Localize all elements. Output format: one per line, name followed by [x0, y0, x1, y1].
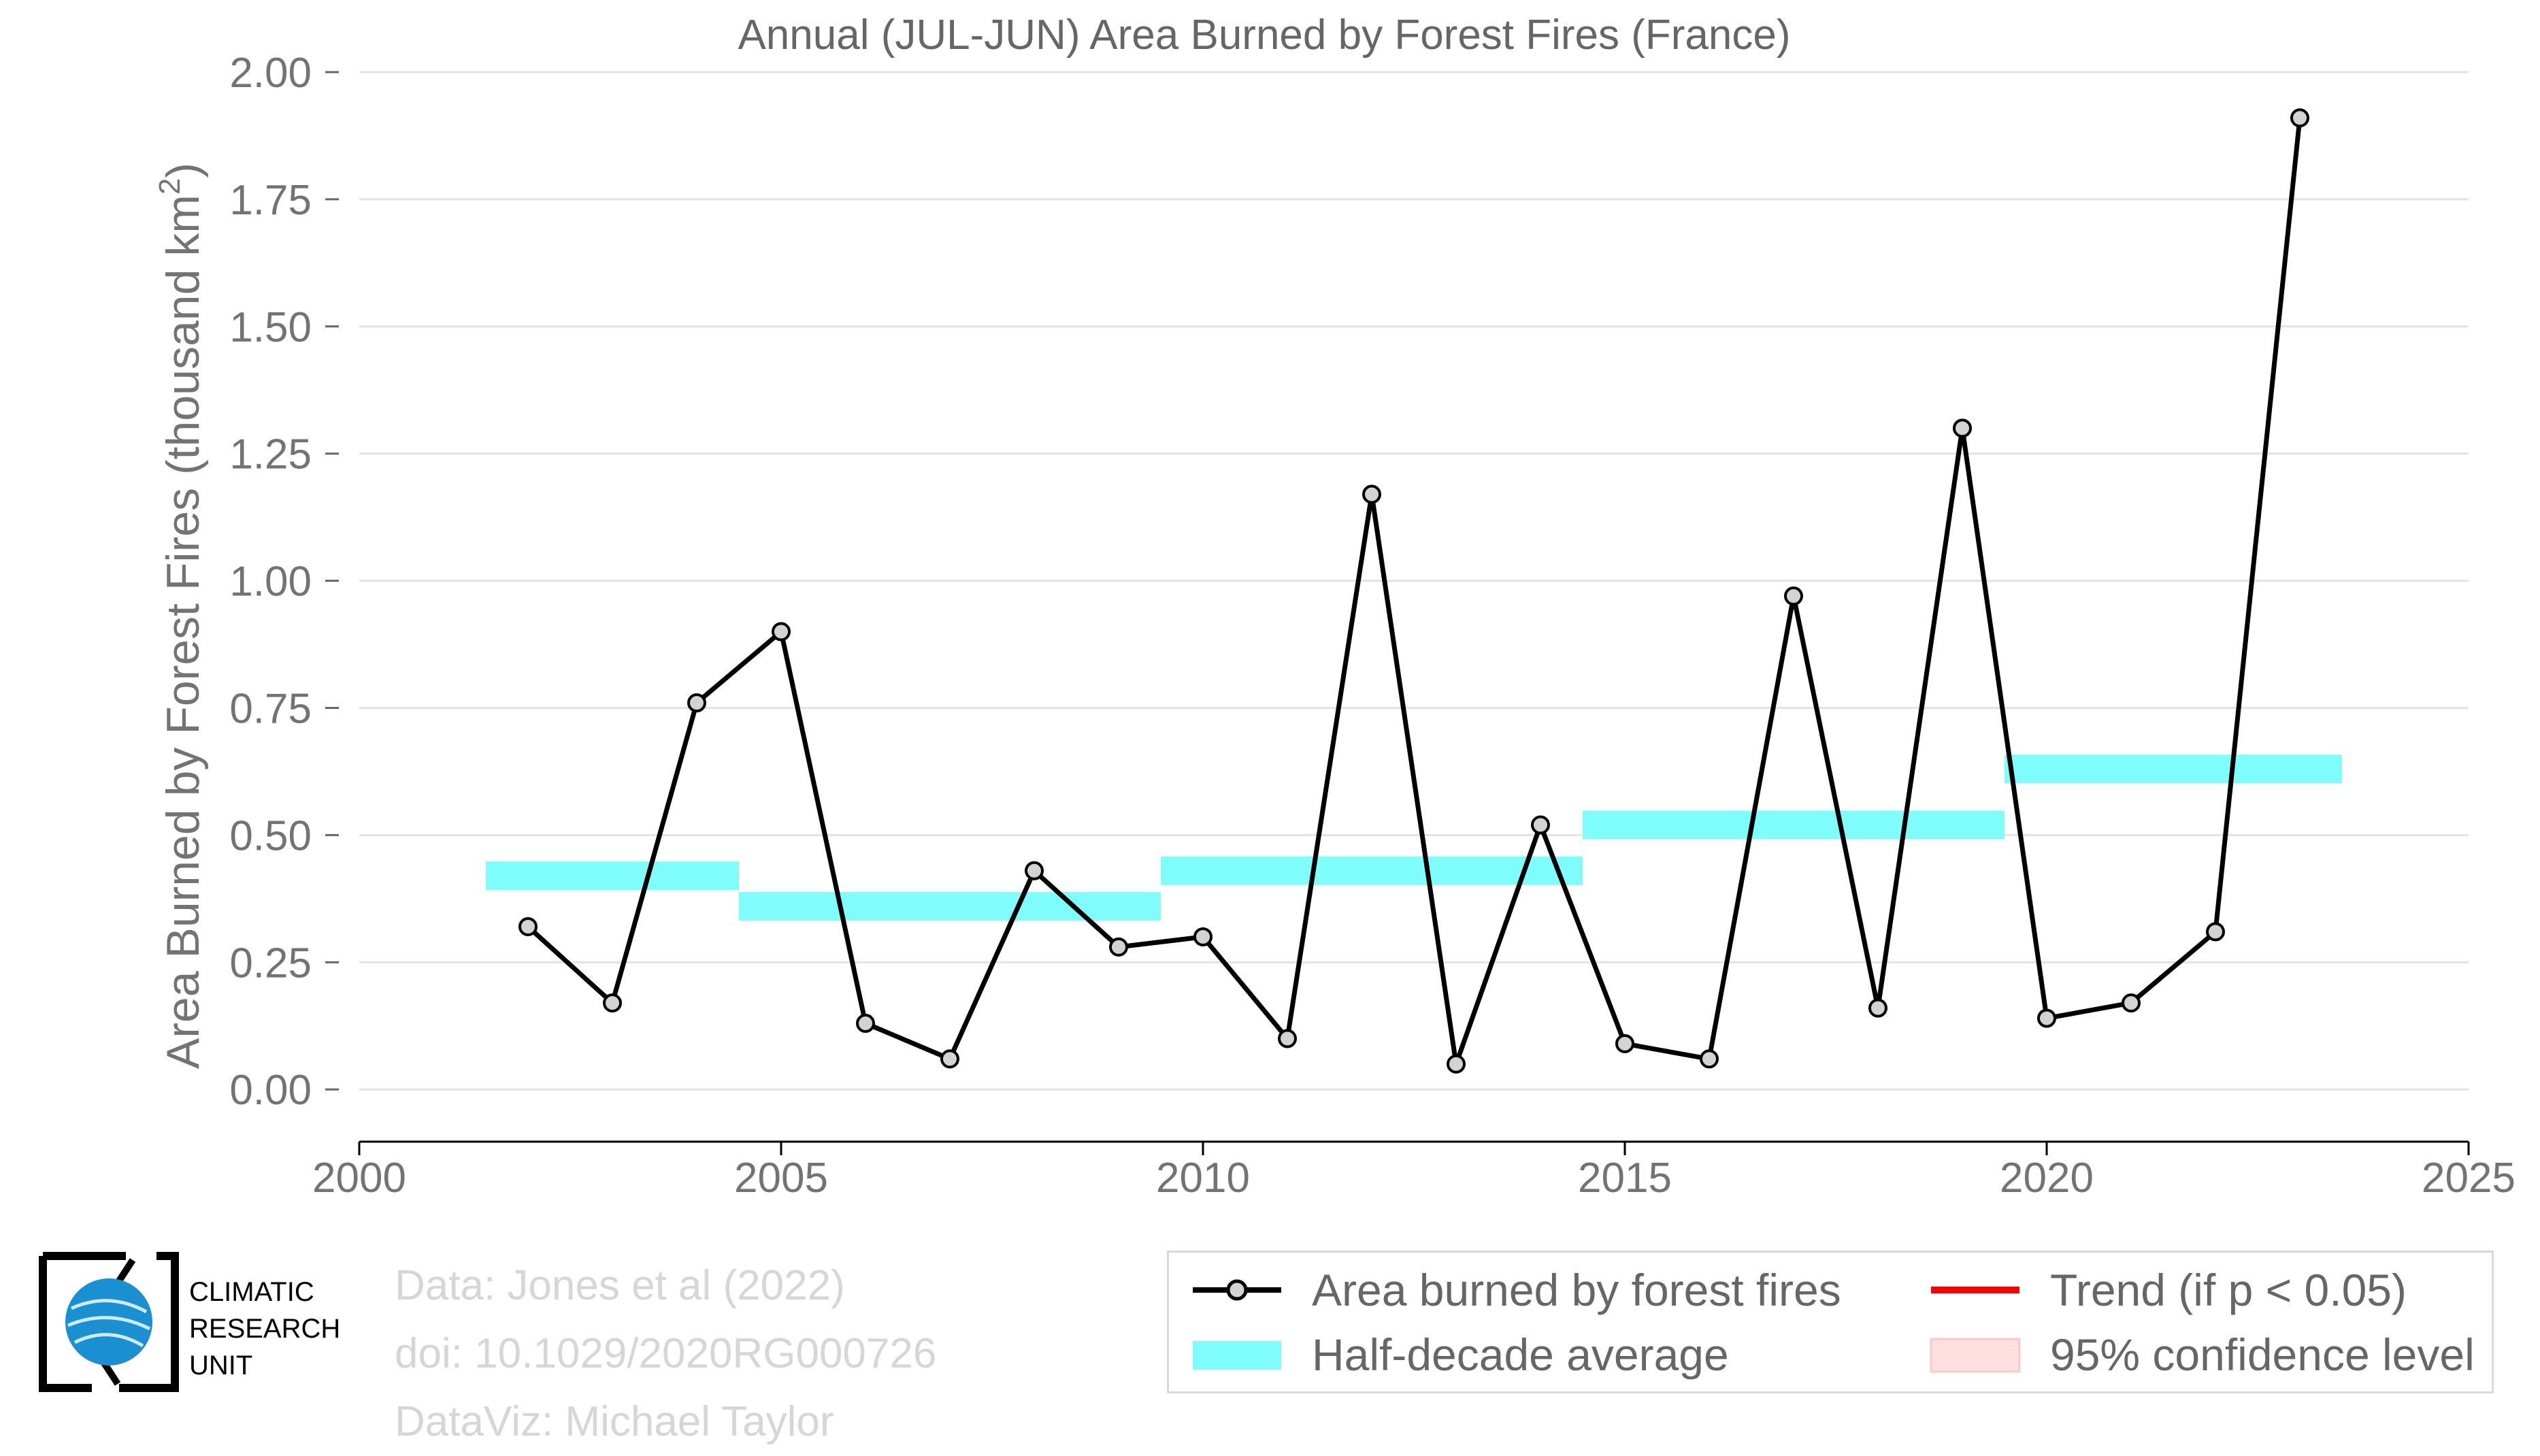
data-point — [1700, 1049, 1719, 1069]
y-axis-label-close: ) — [157, 163, 209, 178]
chart: Annual (JUL-JUN) Area Burned by Forest F… — [153, 12, 2516, 1202]
data-point — [940, 1049, 959, 1069]
logo-text: CLIMATIC RESEARCH UNIT — [189, 1274, 340, 1384]
y-tick-label: 0.75 — [229, 686, 312, 733]
globe-icon — [39, 1252, 179, 1392]
y-tick-label: 1.00 — [229, 559, 312, 606]
y-tick-label: 2.00 — [229, 50, 312, 97]
y-tick-label: 0.25 — [229, 940, 312, 987]
data-point — [856, 1014, 875, 1033]
half-decade-bar — [1161, 856, 1583, 885]
logo-line-1: CLIMATIC — [189, 1277, 314, 1307]
data-point — [1278, 1029, 1297, 1048]
y-tick-label: 0.00 — [229, 1067, 312, 1114]
legend-item-area-burned: Area burned by forest fires — [1189, 1259, 1841, 1321]
legend-key-cyan-bar — [1193, 1341, 1281, 1370]
x-tick-label: 2010 — [1156, 1155, 1250, 1202]
y-tick-label: 1.25 — [229, 431, 312, 478]
data-point — [603, 993, 622, 1013]
legend-item-half-decade: Half-decade average — [1189, 1324, 1729, 1385]
data-point — [1953, 418, 1972, 438]
half-decade-bar — [486, 861, 739, 891]
data-point — [1025, 861, 1044, 880]
data-point — [1868, 998, 1887, 1018]
credit-data: Data: Jones et al (2022) — [395, 1262, 845, 1309]
legend-label-area-burned: Area burned by forest fires — [1312, 1265, 1841, 1315]
y-axis-label: Area Burned by Forest Fires (thousand km… — [153, 163, 209, 1069]
x-tick-label: 2020 — [2000, 1155, 2094, 1202]
x-tick-label: 2005 — [734, 1155, 828, 1202]
logo-line-3: UNIT — [189, 1351, 253, 1380]
grid — [359, 71, 2469, 1091]
y-tick-label: 1.50 — [229, 304, 312, 351]
data-point — [772, 622, 791, 642]
cru-logo — [37, 1251, 180, 1393]
data-point — [2037, 1008, 2056, 1028]
legend-item-trend: Trend (if p < 0.05) — [1928, 1259, 2407, 1321]
series-area-burned — [518, 108, 2309, 1074]
credits: Data: Jones et al (2022) doi: 10.1029/20… — [395, 1252, 936, 1456]
x-tick-label: 2015 — [1578, 1155, 1672, 1202]
half-decade-bar — [2005, 755, 2342, 784]
data-point — [1447, 1054, 1466, 1074]
data-point — [2290, 108, 2309, 128]
logo-line-2: RESEARCH — [189, 1314, 341, 1344]
data-point — [1193, 927, 1213, 946]
x-tick-label: 2000 — [312, 1155, 406, 1202]
legend-label-trend: Trend (if p < 0.05) — [2050, 1265, 2407, 1315]
legend-key-pink-band — [1930, 1338, 2021, 1373]
data-point — [1531, 815, 1550, 835]
legend-label-confidence: 95% confidence level — [2050, 1329, 2475, 1380]
chart-title: Annual (JUL-JUN) Area Burned by Forest F… — [738, 12, 1790, 59]
data-point — [1362, 484, 1381, 504]
data-point — [2122, 993, 2141, 1013]
y-axis-label-sup: 2 — [153, 178, 186, 195]
data-point — [518, 917, 538, 936]
legend: Area burned by forest fires Half-decade … — [1167, 1251, 2494, 1393]
half-decade-bar — [739, 892, 1161, 921]
y-tick-label: 0.50 — [229, 812, 312, 859]
axes: 0.00 0.25 0.50 0.75 1.00 1.25 1.50 1.75 2.00 2000… — [229, 50, 2516, 1202]
y-tick-label: 1.75 — [229, 177, 312, 224]
legend-key-line-marker — [1193, 1279, 1281, 1301]
data-point — [1615, 1033, 1634, 1053]
half-decade-averages — [486, 755, 2342, 921]
x-tick-label: 2025 — [2422, 1155, 2516, 1202]
credit-doi: doi: 10.1029/2020RG000726 — [395, 1330, 937, 1377]
series-line — [526, 117, 2303, 1067]
legend-item-confidence: 95% confidence level — [1928, 1324, 2475, 1385]
credit-dataviz: DataViz: Michael Taylor — [395, 1398, 834, 1445]
half-decade-bar — [1583, 810, 2005, 840]
legend-key-red-line — [1931, 1287, 2019, 1293]
data-point — [687, 693, 706, 713]
data-point — [1109, 937, 1128, 957]
data-point — [1784, 586, 1803, 606]
data-point — [2206, 922, 2225, 942]
legend-label-half-decade: Half-decade average — [1312, 1329, 1729, 1380]
y-axis-label-main: Area Burned by Forest Fires (thousand km — [157, 195, 209, 1069]
